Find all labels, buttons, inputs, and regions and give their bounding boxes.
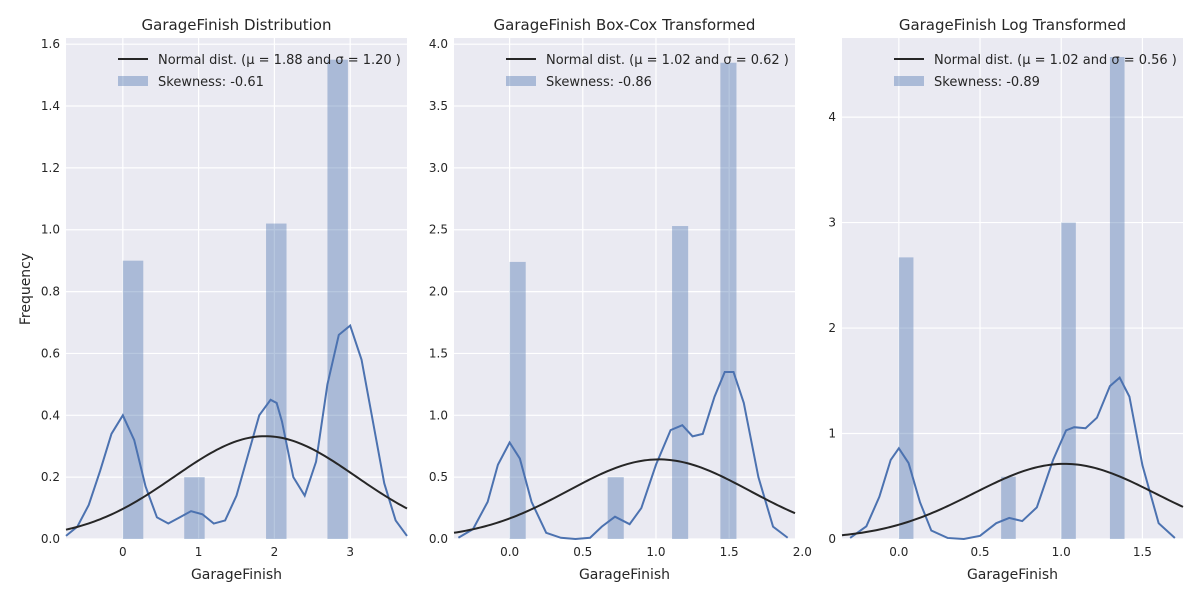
legend-normal-label-1: Normal dist. (μ = 1.88 and σ = 1.20 ) (158, 53, 401, 68)
x-tick-label-3-1: 0.5 (970, 545, 989, 559)
plot-area-2 (454, 38, 795, 539)
legend-skew-label-2: Skewness: -0.86 (546, 75, 652, 90)
legend-bar-swatch-2 (506, 76, 536, 86)
gridlines-3 (842, 38, 1183, 540)
legend-skew-label-1: Skewness: -0.61 (158, 75, 264, 90)
legend-3: Normal dist. (μ = 1.02 and σ = 0.56 ) Sk… (894, 53, 1177, 90)
y-tick-label-1-2: 0.4 (41, 408, 60, 422)
histogram-bar-2-1 (607, 477, 624, 539)
legend-normal-label-3: Normal dist. (μ = 1.02 and σ = 0.56 ) (934, 53, 1177, 68)
x-tick-label-3-2: 1.0 (1052, 545, 1071, 559)
y-tick-label-3-1: 1 (828, 427, 836, 441)
y-tick-label-2-2: 1.0 (429, 408, 448, 422)
y-tick-label-2-0: 0.0 (429, 532, 448, 546)
x-tick-label-1-3: 3 (346, 545, 354, 559)
legend-normal-label-2: Normal dist. (μ = 1.02 and σ = 0.62 ) (546, 53, 789, 68)
histogram-bar-3-1 (1001, 476, 1016, 539)
histogram-bars-3 (898, 56, 1125, 540)
legend-2: Normal dist. (μ = 1.02 and σ = 0.62 ) Sk… (506, 53, 789, 90)
legend-bar-swatch-1 (118, 76, 148, 86)
legend-bar-swatch-3 (894, 76, 924, 86)
histogram-bars-1 (122, 59, 348, 540)
y-tick-label-3-3: 3 (828, 216, 836, 230)
chart-title-1: GarageFinish Distribution (142, 16, 332, 34)
legend-skew-label-3: Skewness: -0.89 (934, 75, 1040, 90)
x-tick-label-2-2: 1.0 (646, 545, 665, 559)
y-tick-labels-1: 0.0 0.2 0.4 0.6 0.8 1.0 1.2 1.4 1.6 (41, 37, 60, 546)
subplot-2: 0.0 0.5 1.0 1.5 2.0 0.0 0.5 1.0 1.5 2.0 2.5 3.0 3.5… (429, 16, 812, 583)
normal-fit-curve-1 (65, 435, 408, 531)
x-tick-labels-3: 0.0 0.5 1.0 1.5 (889, 545, 1152, 559)
histogram-bar-1-0 (122, 260, 144, 539)
histogram-bar-2-2 (672, 226, 689, 539)
histogram-bar-1-2 (266, 223, 287, 540)
y-tick-label-1-0: 0.0 (41, 532, 60, 546)
legend-1: Normal dist. (μ = 1.88 and σ = 1.20 ) Sk… (118, 53, 401, 90)
x-tick-label-1-0: 0 (119, 545, 127, 559)
plot-area-3 (842, 38, 1183, 539)
y-tick-label-1-6: 1.2 (41, 161, 60, 175)
y-tick-label-1-7: 1.4 (41, 99, 60, 113)
y-tick-label-1-1: 0.2 (41, 470, 60, 484)
x-tick-label-1-2: 2 (271, 545, 279, 559)
histogram-bar-3-0 (898, 257, 914, 539)
x-tick-label-2-1: 0.5 (573, 545, 592, 559)
normal-fit-curve-2 (453, 458, 796, 534)
x-tick-label-2-0: 0.0 (500, 545, 519, 559)
x-axis-label-2: GarageFinish (579, 567, 670, 583)
normal-fit-curve-3 (841, 462, 1184, 537)
histogram-bar-1-1 (184, 477, 205, 539)
y-tick-label-1-3: 0.6 (41, 346, 60, 360)
gridlines-2 (454, 38, 803, 540)
y-tick-label-1-8: 1.6 (41, 37, 60, 51)
subplot-3: 0.0 0.5 1.0 1.5 0 1 2 3 4 GarageFinish Log Tran… (828, 16, 1184, 583)
x-tick-labels-1: 0 1 2 3 (119, 545, 354, 559)
y-tick-labels-3: 0 1 2 3 4 (828, 110, 836, 546)
y-tick-label-3-2: 2 (828, 321, 836, 335)
y-tick-label-2-3: 1.5 (429, 346, 448, 360)
kde-curve-3 (849, 376, 1176, 541)
x-tick-labels-2: 0.0 0.5 1.0 1.5 2.0 (500, 545, 812, 559)
plot-area-1 (66, 38, 407, 539)
chart-title-3: GarageFinish Log Transformed (899, 16, 1126, 34)
kde-curve-1 (65, 323, 408, 537)
histogram-bar-3-3 (1109, 56, 1125, 540)
y-tick-label-2-8: 4.0 (429, 37, 448, 51)
x-axis-label-1: GarageFinish (191, 567, 282, 583)
y-tick-label-2-6: 3.0 (429, 161, 448, 175)
y-tick-label-3-4: 4 (828, 110, 836, 124)
x-tick-label-2-3: 1.5 (720, 545, 739, 559)
chart-title-2: GarageFinish Box-Cox Transformed (494, 16, 756, 34)
kde-curve-2 (457, 371, 789, 541)
y-tick-label-1-4: 0.8 (41, 285, 60, 299)
y-tick-label-3-0: 0 (828, 532, 836, 546)
subplot-1: 0 1 2 3 0.0 0.2 0.4 0.6 0.8 1.0 1.2 1.4 1.6 GarageF… (18, 16, 408, 583)
histogram-bar-1-3 (327, 59, 348, 540)
y-tick-labels-2: 0.0 0.5 1.0 1.5 2.0 2.5 3.0 3.5 4.0 (429, 37, 448, 546)
y-tick-label-2-7: 3.5 (429, 99, 448, 113)
x-tick-label-2-4: 2.0 (793, 545, 812, 559)
histogram-bar-3-2 (1061, 222, 1076, 539)
histogram-bar-2-0 (509, 261, 526, 539)
gridlines-1 (66, 38, 407, 540)
x-axis-label-3: GarageFinish (967, 567, 1058, 583)
x-tick-label-1-1: 1 (195, 545, 203, 559)
y-tick-label-2-5: 2.5 (429, 223, 448, 237)
x-tick-label-3-0: 0.0 (889, 545, 908, 559)
y-axis-label-1: Frequency (18, 253, 34, 325)
y-tick-label-2-4: 2.0 (429, 285, 448, 299)
x-tick-label-3-3: 1.5 (1133, 545, 1152, 559)
y-tick-label-1-5: 1.0 (41, 223, 60, 237)
histogram-bar-2-3 (720, 62, 737, 539)
y-tick-label-2-1: 0.5 (429, 470, 448, 484)
